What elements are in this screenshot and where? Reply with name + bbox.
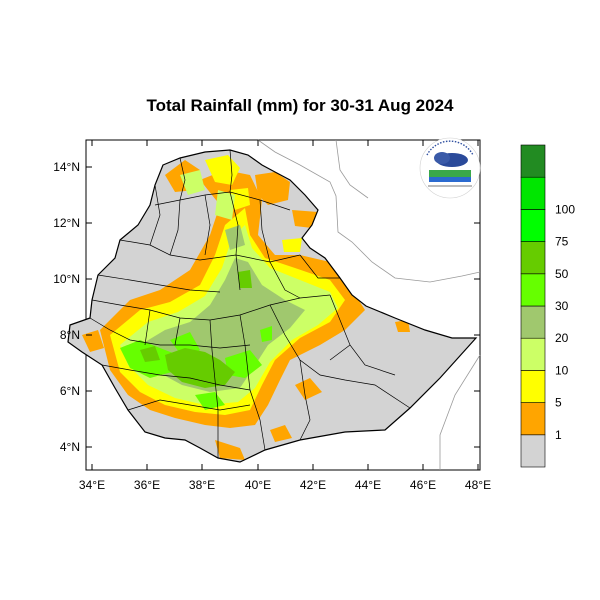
color-legend: 1 5 10 20 30 50 75 100 [520,144,575,468]
lon-labels: 34°E 36°E 38°E 40°E 42°E 44°E 46°E 48°E [79,478,491,492]
lon-label-42e: 42°E [300,478,326,492]
legend-swatch-1 [520,402,546,436]
legend-label-30: 30 [555,299,569,313]
legend-swatch-7 [520,209,546,242]
lon-label-36e: 36°E [134,478,160,492]
admin-boundaries [89,149,411,458]
legend-swatch-4 [520,305,546,339]
lon-label-38e: 38°E [189,478,215,492]
rainfall-shading [82,155,410,460]
legend-swatch-5 [520,273,546,307]
lon-label-48e: 48°E [465,478,491,492]
legend-label-5: 5 [555,396,562,410]
legend-label-75: 75 [555,235,569,249]
legend-label-10: 10 [555,363,569,377]
lon-label-34e: 34°E [79,478,105,492]
lat-label-14n: 14°N [53,160,80,174]
map-title: Total Rainfall (mm) for 30-31 Aug 2024 [146,96,454,115]
legend-label-1: 1 [555,428,562,442]
lat-label-8n: 8°N [60,328,80,342]
lat-label-12n: 12°N [53,216,80,230]
legend-swatch-3 [520,337,546,371]
legend-swatch-0 [520,434,546,468]
legend-swatch-6 [520,241,546,275]
lat-label-4n: 4°N [60,440,80,454]
lat-labels: 4°N 6°N 8°N 10°N 12°N 14°N [53,160,80,454]
legend-label-100: 100 [555,202,575,216]
legend-swatch-2 [520,370,546,403]
legend-swatch-9 [520,144,546,178]
lon-label-46e: 46°E [410,478,436,492]
lat-label-10n: 10°N [53,272,80,286]
lat-label-6n: 6°N [60,384,80,398]
legend-label-20: 20 [555,331,569,345]
legend-label-50: 50 [555,267,569,281]
ethiopia-outline [67,149,478,463]
lon-axis [91,140,479,470]
lon-label-40e: 40°E [245,478,271,492]
legend-swatch-8 [520,176,546,210]
ethiopian-meteorology-institute-logo [419,137,481,199]
lon-label-44e: 44°E [355,478,381,492]
